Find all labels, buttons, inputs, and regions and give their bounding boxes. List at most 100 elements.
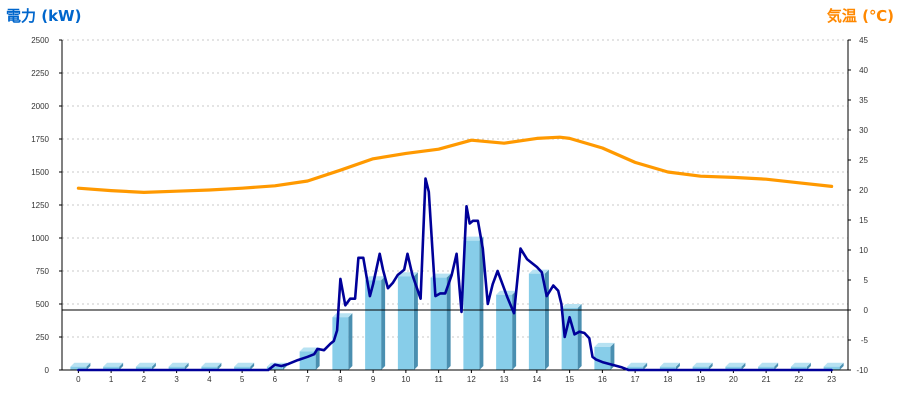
y-left-tick-label: 2500: [31, 36, 49, 45]
power-bar-side: [250, 362, 255, 370]
power-bar: [463, 240, 480, 370]
power-bar-side: [381, 276, 386, 370]
y-right-tick-label: 45: [859, 36, 868, 45]
power-bar: [266, 366, 283, 370]
power-bar-side: [577, 303, 582, 370]
power-bar-top: [692, 362, 713, 367]
power-bar: [430, 277, 447, 370]
power-bar: [365, 280, 382, 370]
x-tick-label: 18: [663, 375, 672, 384]
power-bar-side: [119, 362, 124, 370]
power-bar: [528, 273, 545, 370]
x-tick-label: 21: [762, 375, 771, 384]
power-bar-top: [758, 362, 779, 367]
power-bar-top: [528, 269, 549, 274]
power-bar: [332, 317, 349, 370]
power-bar: [135, 366, 152, 370]
power-bar: [103, 366, 120, 370]
y-left-tick-label: 2000: [31, 102, 49, 111]
power-bar: [201, 366, 218, 370]
x-tick-label: 13: [500, 375, 509, 384]
y-left-tick-label: 1250: [31, 201, 49, 210]
grid-lines: [62, 39, 848, 338]
x-tick-label: 2: [142, 375, 147, 384]
power-bar-side: [806, 362, 811, 370]
x-tick-label: 10: [401, 375, 410, 384]
power-bar-top: [70, 362, 91, 367]
y-left-tick-label: 2250: [31, 69, 49, 78]
y-left-tick-label: 1750: [31, 135, 49, 144]
power-bar-side: [348, 313, 353, 370]
x-tick-label: 19: [696, 375, 705, 384]
axes: [59, 39, 851, 373]
temperature-line: [76, 135, 834, 194]
y-left-tick-label: 1000: [31, 234, 49, 243]
x-tick-label: 20: [729, 375, 738, 384]
y-axis-right-label: 気温 (℃): [827, 7, 894, 25]
y-right-tick-label: 5: [864, 276, 869, 285]
power-bar-side: [479, 236, 484, 370]
power-bar-side: [774, 362, 779, 370]
power-bar-top: [135, 362, 156, 367]
power-bar-side: [151, 362, 156, 370]
power-bar-top: [725, 362, 746, 367]
y-right-tick-label: 15: [859, 216, 868, 225]
y-right-tick-label: 20: [859, 186, 868, 195]
power-bar-top: [103, 362, 124, 367]
y-left-tick-label: 250: [36, 333, 50, 342]
y-axis-left-label: 電力 (kW): [6, 7, 81, 25]
x-tick-label: 1: [109, 375, 114, 384]
power-bar-side: [217, 362, 222, 370]
power-line: [77, 177, 833, 372]
power-bar: [725, 366, 742, 370]
power-bar-top: [168, 362, 189, 367]
x-tick-label: 6: [273, 375, 278, 384]
power-bar-side: [741, 362, 746, 370]
y-right-tick-label: 25: [859, 156, 868, 165]
x-tick-label: 8: [338, 375, 343, 384]
x-tick-label: 14: [532, 375, 541, 384]
power-bar-side: [708, 362, 713, 370]
power-bar: [168, 366, 185, 370]
power-bar-top: [659, 362, 680, 367]
power-bar: [659, 366, 676, 370]
y-right-tick-label: 0: [864, 306, 869, 315]
power-bar: [823, 366, 840, 370]
power-bar: [397, 276, 414, 370]
x-tick-label: 17: [631, 375, 640, 384]
power-bar-side: [839, 362, 844, 370]
y-right-tick-label: -10: [856, 366, 868, 375]
power-bar: [561, 307, 578, 370]
x-tick-label: 15: [565, 375, 574, 384]
x-tick-label: 3: [174, 375, 179, 384]
power-bar: [496, 294, 513, 370]
power-bar-side: [675, 362, 680, 370]
y-left-tick-label: 1500: [31, 168, 49, 177]
x-tick-label: 4: [207, 375, 212, 384]
series-lines: [76, 135, 834, 372]
power-bar-top: [430, 273, 451, 278]
power-bar-side: [315, 347, 320, 370]
power-bar: [692, 366, 709, 370]
x-tick-label: 9: [371, 375, 376, 384]
x-tick-label: 12: [467, 375, 476, 384]
power-bar-top: [594, 342, 615, 347]
x-tick-label: 7: [305, 375, 310, 384]
power-bar: [234, 366, 251, 370]
tick-labels: 02505007501000125015001750200022502500-1…: [31, 36, 868, 384]
power-bars: [70, 236, 844, 370]
power-bar: [70, 366, 87, 370]
y-right-tick-label: 10: [859, 246, 868, 255]
power-bar: [627, 366, 644, 370]
x-tick-label: 23: [827, 375, 836, 384]
y-left-tick-label: 500: [36, 300, 50, 309]
power-bar-side: [413, 272, 418, 370]
y-right-tick-label: 40: [859, 66, 868, 75]
power-bar-top: [463, 236, 484, 241]
power-bar-top: [201, 362, 222, 367]
power-bar-top: [790, 362, 811, 367]
power-bar-side: [86, 362, 91, 370]
x-tick-label: 16: [598, 375, 607, 384]
power-bar-side: [643, 362, 648, 370]
